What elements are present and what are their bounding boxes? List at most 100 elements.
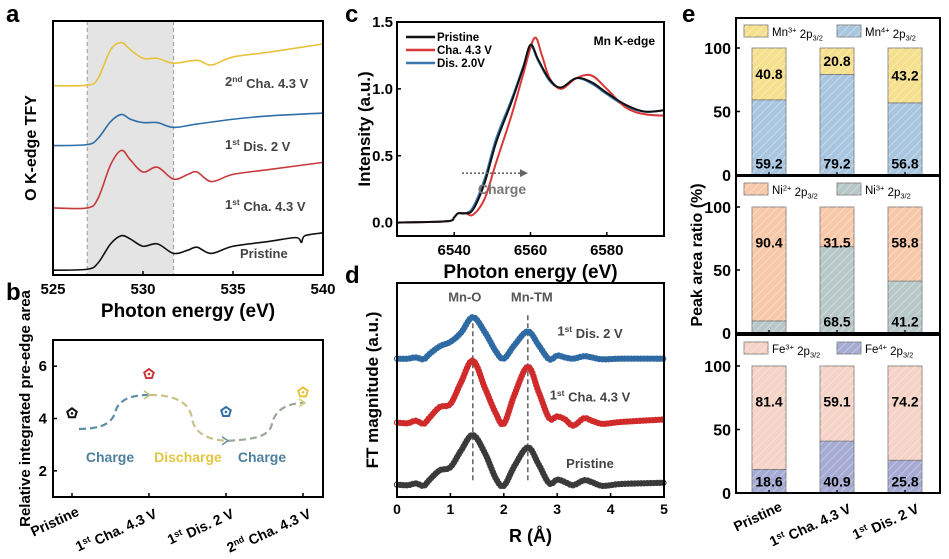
bar-hatch [752,366,786,470]
data-point [596,482,603,489]
data-point [406,355,413,362]
bar-hatch [820,246,854,333]
data-point [507,402,514,409]
bar-hatch [820,441,854,493]
data-point [412,480,420,487]
data-point [484,456,492,464]
data-point [637,355,644,362]
series-line-0 [52,232,324,272]
data-point [574,354,581,361]
data-point [418,420,425,427]
process-label: Charge [86,449,134,465]
series-line-pristine [396,43,665,224]
data-point [641,480,648,487]
data-point [510,393,517,400]
data-point [486,459,493,467]
bar-value-label: 40.8 [755,66,782,82]
data-point [630,418,637,425]
data-point [483,454,490,461]
data-point [580,415,587,422]
data-point [483,388,490,396]
data-point [409,418,416,425]
data-point [567,355,575,362]
data-point [482,385,489,393]
data-point [655,416,663,423]
data-point [478,376,486,384]
y-tick-label: 100 [704,200,731,217]
data-point [531,375,538,383]
data-point [461,370,468,378]
x-tick-label: Pristine [28,503,81,539]
legend-swatch-hatch [837,183,861,195]
panel-d-ft-magnitude-chart: Mn-O Mn-TM Pristine 1st Cha. 4.3 V 1st Dis. … [363,282,668,546]
bar-hatch [820,366,854,442]
subplot-0: 40.8 59.2 20.8 79.2 43.2 56.8 Mn3+ 2p3/2 Mn4+ 2… [704,17,941,185]
x-tick-label: 535 [220,281,245,298]
arrow-head [221,436,230,446]
x-tick-label: 4 [607,501,615,517]
data-point [621,355,628,362]
data-point [531,452,538,460]
data-point [514,384,521,391]
data-point [436,403,443,411]
data-point [569,482,577,489]
data-point [644,479,651,487]
data-point [451,394,458,401]
legend-label: Dis. 2.0V [437,58,485,70]
data-point [400,420,407,427]
data-point [631,480,638,487]
trace-label: Pristine [240,246,288,261]
data-point [503,414,510,422]
data-point [533,382,540,389]
data-point [598,420,605,427]
data-point [647,479,654,487]
data-point [400,481,407,489]
subplot-1: 90.4 31.5 68.5 58.8 41.2 Ni2+ 2p3/2 Ni3+ 2p3/2… [704,175,941,343]
panel-label-e: e [682,1,695,28]
data-point [505,474,512,481]
bar-hatch [820,207,854,247]
data-point [599,482,606,489]
data-point [614,419,621,426]
data-point-center [301,391,305,394]
y-tick-label: 0.5 [372,148,393,165]
inset-title: Mn K-edge [594,34,656,48]
data-point [523,444,530,451]
bar-value-label: 18.6 [755,474,782,490]
x-tick-label: 2nd Cha. 4.3 V [224,503,314,558]
data-point [436,343,443,350]
data-point [543,409,550,416]
data-point [595,419,602,427]
data-point [636,417,643,424]
bar-value-label: 58.8 [891,234,918,250]
data-point [592,418,599,426]
data-point [505,408,512,415]
data-point [607,419,615,427]
data-point [637,480,645,487]
data-point [495,415,502,422]
data-point [646,417,653,424]
data-point [532,378,539,386]
data-point [487,397,494,405]
x-tick-label: 2 [500,501,508,517]
data-point [442,340,449,348]
bar-value-label: 40.9 [823,474,850,490]
data-point [628,480,635,487]
data-point [418,482,426,489]
data-point [586,416,593,423]
data-point [617,418,624,426]
data-point [497,355,505,362]
data-point [618,355,625,362]
data-point [506,405,513,412]
data-point [452,391,459,398]
series-curve-0 [396,432,665,489]
x-tick-label: 540 [310,281,335,298]
data-point [560,478,568,485]
data-point [454,385,462,392]
data-point [647,355,654,362]
panel-a-o-kedge-chart: 525 530 535 540 Photon energy (eV) O K-edge T… [23,20,336,322]
data-point [581,477,588,484]
data-point [477,373,485,381]
bar-value-label: 43.2 [891,67,918,83]
